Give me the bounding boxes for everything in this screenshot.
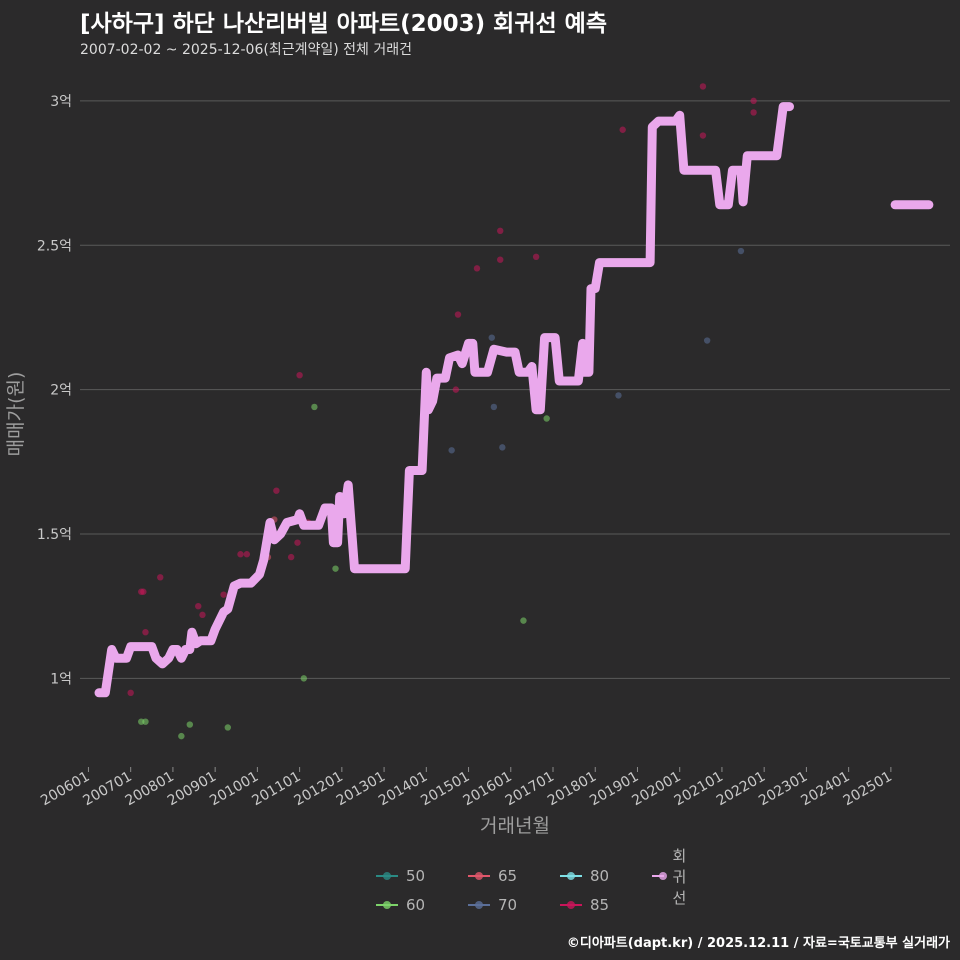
legend-label: 70 <box>498 896 518 914</box>
x-tick-label: 202501 <box>841 769 895 810</box>
point-85 <box>452 386 460 393</box>
point-60 <box>520 617 527 624</box>
legend-label: 85 <box>590 896 610 914</box>
legend-label: 회귀선 <box>672 846 687 907</box>
point-85 <box>273 487 280 494</box>
point-85 <box>287 553 295 561</box>
point-85 <box>220 591 227 598</box>
point-85 <box>532 253 540 260</box>
point-85 <box>127 689 134 697</box>
point-60 <box>178 732 185 740</box>
point-85 <box>750 97 757 105</box>
y-tick-label: 1억 <box>50 671 72 687</box>
point-70 <box>737 247 745 255</box>
point-60 <box>332 565 339 572</box>
point-60 <box>186 721 194 728</box>
regression-segment-0 <box>94 102 794 698</box>
legend-label: 65 <box>498 867 518 885</box>
x-axis-label: 거래년월 <box>480 815 550 837</box>
point-70 <box>448 447 455 454</box>
point-85 <box>157 574 164 581</box>
point-70 <box>703 337 711 344</box>
point-85 <box>294 539 301 546</box>
legend-key-icon <box>376 871 398 881</box>
y-tick-label: 2.5억 <box>37 238 72 254</box>
legend-key-icon <box>376 900 398 910</box>
legend-item-85: 85 <box>560 893 609 917</box>
point-85 <box>199 611 206 619</box>
legend-key-icon <box>652 871 667 881</box>
legend-item-60: 60 <box>376 893 425 917</box>
legend-label: 50 <box>406 867 426 885</box>
legend-item-70: 70 <box>468 893 517 917</box>
legend-item-80: 80 <box>560 864 609 888</box>
legend-label: 80 <box>590 867 610 885</box>
point-85 <box>243 551 251 558</box>
regression-line <box>94 102 934 698</box>
chart-title: [사하구] 하단 나산리버빌 아파트(2003) 회귀선 예측 <box>80 11 607 37</box>
point-85 <box>699 132 707 139</box>
x-tick-labels: 2006012007012008012009012010012011012012… <box>38 767 895 809</box>
point-85 <box>497 227 504 235</box>
point-85 <box>699 83 707 90</box>
point-60 <box>311 403 318 411</box>
point-60 <box>300 675 308 682</box>
point-85 <box>750 109 757 116</box>
source-caption: ©디아파트(dapt.kr) / 2025.12.11 / 자료=국토교통부 실… <box>566 936 950 951</box>
point-85 <box>619 126 626 133</box>
point-60 <box>142 718 149 725</box>
point-85 <box>497 256 504 263</box>
legend-item-50: 50 <box>376 864 425 888</box>
legend-item-회귀선: 회귀선 <box>652 847 696 907</box>
legend-item-65: 65 <box>468 864 517 888</box>
point-70 <box>499 444 506 451</box>
legend-label: 60 <box>406 896 426 914</box>
point-85 <box>454 311 462 318</box>
y-axis-label: 매매가(원) <box>5 372 27 457</box>
point-85 <box>473 265 481 272</box>
legend-key-icon <box>560 900 582 910</box>
legend-key-icon <box>468 871 490 881</box>
point-60 <box>543 415 550 422</box>
point-70 <box>615 392 622 399</box>
point-70 <box>490 403 498 411</box>
legend-key-icon <box>560 871 582 881</box>
point-85 <box>142 628 149 636</box>
point-60 <box>224 724 232 731</box>
scatter-points <box>127 83 757 740</box>
y-tick-labels: 1억 1.5억 2억 2.5억 3억 <box>37 94 72 688</box>
y-tick-label: 2억 <box>50 383 72 399</box>
y-tick-label: 1.5억 <box>37 527 72 543</box>
point-70 <box>488 334 495 341</box>
point-85 <box>140 588 147 595</box>
gridlines <box>80 100 950 679</box>
point-85 <box>237 551 244 558</box>
chart-subtitle: 2007-02-02 ~ 2025-12-06(최근계약일) 전체 거래건 <box>80 42 412 58</box>
point-85 <box>195 602 202 610</box>
point-85 <box>296 371 303 379</box>
legend-key-icon <box>468 900 490 910</box>
y-tick-label: 3억 <box>50 94 72 110</box>
